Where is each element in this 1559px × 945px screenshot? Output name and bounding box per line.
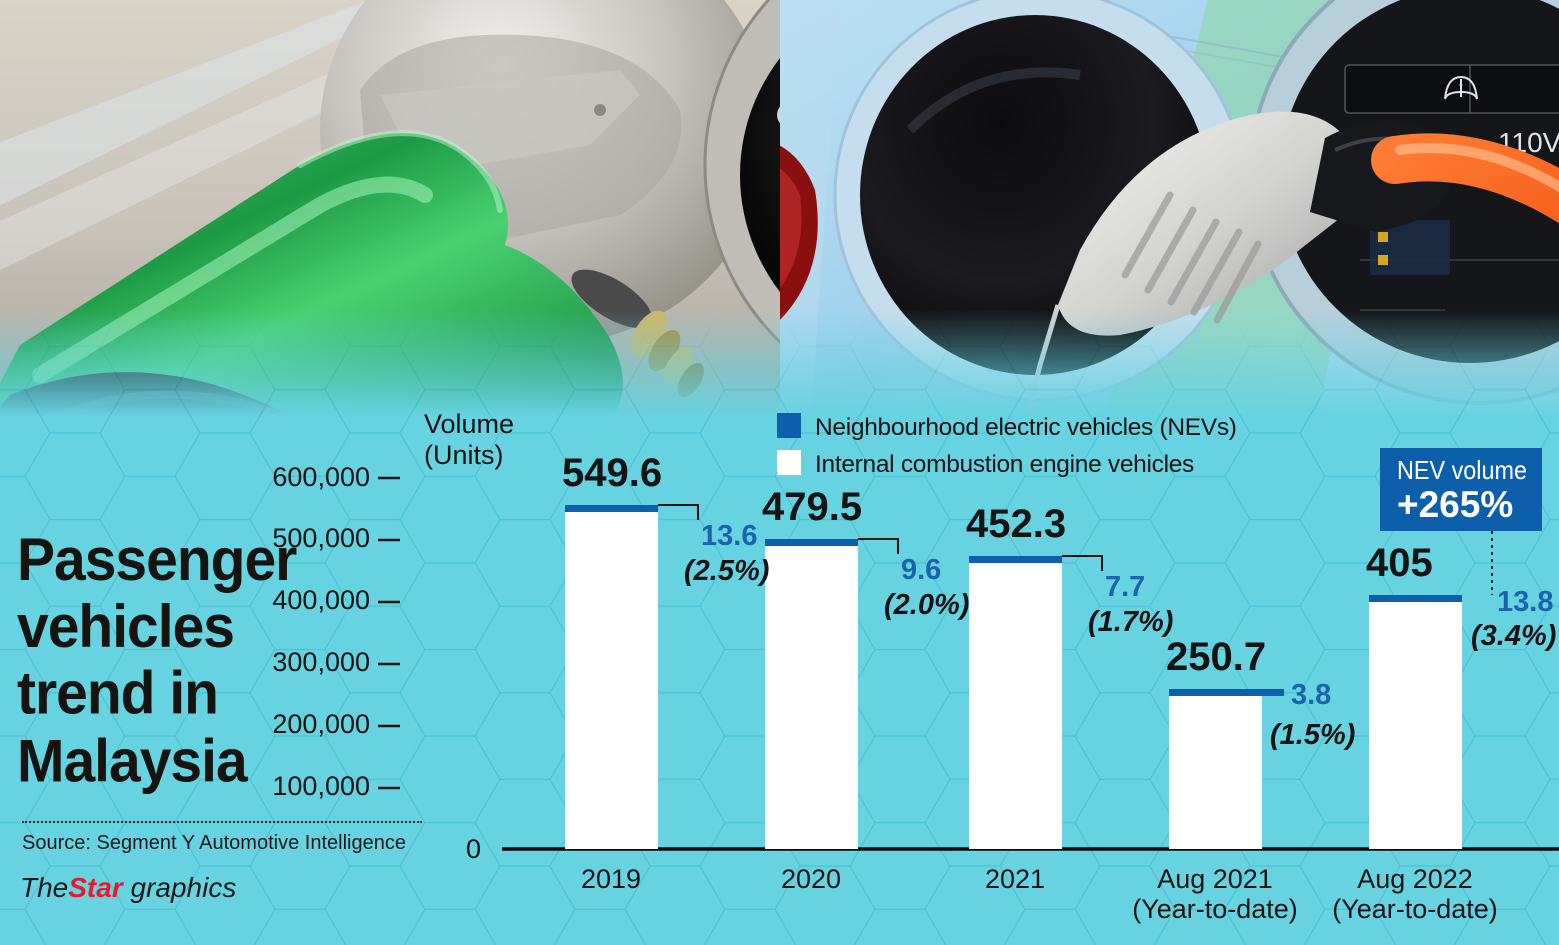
svg-text:(3.4%): (3.4%): [1471, 620, 1556, 652]
svg-text:3.8: 3.8: [1291, 679, 1331, 711]
svg-text:Internal combustion engine veh: Internal combustion engine vehicles: [815, 451, 1194, 478]
svg-text:Volume: Volume: [424, 409, 514, 439]
svg-text:+265%: +265%: [1397, 484, 1513, 525]
svg-text:479.5: 479.5: [762, 485, 862, 529]
svg-text:9.6: 9.6: [901, 554, 941, 586]
svg-text:2021: 2021: [985, 864, 1045, 894]
svg-text:(1.5%): (1.5%): [1270, 719, 1355, 751]
svg-text:549.6: 549.6: [562, 451, 662, 495]
svg-text:Aug 2021: Aug 2021: [1157, 864, 1273, 894]
svg-text:452.3: 452.3: [966, 502, 1066, 546]
svg-text:13.8: 13.8: [1497, 586, 1553, 618]
svg-text:(Units): (Units): [424, 440, 504, 470]
svg-text:Neighbourhood electric vehicle: Neighbourhood electric vehicles (NEVs): [815, 414, 1237, 441]
svg-text:250.7: 250.7: [1166, 635, 1266, 679]
svg-text:405: 405: [1366, 541, 1433, 585]
svg-text:NEV volume: NEV volume: [1397, 455, 1527, 485]
svg-text:7.7: 7.7: [1105, 571, 1145, 603]
svg-text:(1.7%): (1.7%): [1088, 606, 1173, 638]
svg-text:(Year-to-date): (Year-to-date): [1332, 894, 1498, 924]
svg-text:0: 0: [466, 834, 481, 864]
svg-text:13.6: 13.6: [701, 520, 757, 552]
svg-text:2020: 2020: [781, 864, 841, 894]
svg-text:600,000: 600,000: [272, 462, 370, 492]
svg-text:2019: 2019: [581, 864, 641, 894]
svg-text:(Year-to-date): (Year-to-date): [1132, 894, 1298, 924]
svg-text:(2.5%): (2.5%): [684, 555, 769, 587]
svg-text:Aug 2022: Aug 2022: [1357, 864, 1473, 894]
svg-text:(2.0%): (2.0%): [884, 589, 969, 621]
